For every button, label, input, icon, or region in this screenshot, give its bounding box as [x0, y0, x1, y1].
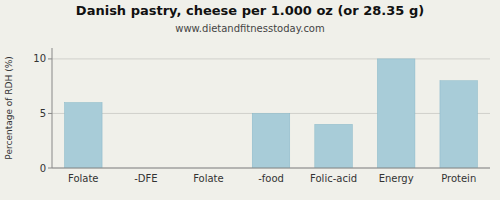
x-tick-label: -DFE — [134, 173, 157, 184]
grid-line — [52, 58, 490, 59]
x-tick-label: Protein — [441, 173, 476, 184]
y-tick — [48, 113, 52, 114]
x-tick-label: Energy — [379, 173, 414, 184]
y-tick — [48, 168, 52, 169]
y-tick — [48, 58, 52, 59]
grid-line — [52, 168, 490, 169]
y-tick-label: 10 — [33, 53, 46, 64]
bars — [65, 59, 478, 168]
bar — [65, 103, 103, 168]
title: Danish pastry, cheese per 1.000 oz (or 2… — [76, 3, 424, 18]
bar — [252, 113, 290, 168]
y-tick-label: 0 — [40, 163, 46, 174]
chart-container: Danish pastry, cheese per 1.000 oz (or 2… — [0, 0, 500, 200]
x-tick-label: Folate — [193, 173, 224, 184]
x-tick-label: Folate — [68, 173, 99, 184]
subtitle: www.dietandfitnesstoday.com — [175, 23, 324, 34]
background — [0, 0, 500, 200]
bar — [315, 124, 353, 168]
bar — [377, 59, 415, 168]
bar — [440, 81, 478, 168]
y-tick-label: 5 — [40, 108, 46, 119]
chart: Danish pastry, cheese per 1.000 oz (or 2… — [0, 0, 500, 200]
x-axis — [52, 168, 490, 169]
y-axis-label: Percentage of RDH (%) — [4, 56, 14, 159]
x-tick-label: -food — [258, 173, 284, 184]
y-axis — [52, 48, 53, 168]
x-tick-label: Folic-acid — [310, 173, 357, 184]
